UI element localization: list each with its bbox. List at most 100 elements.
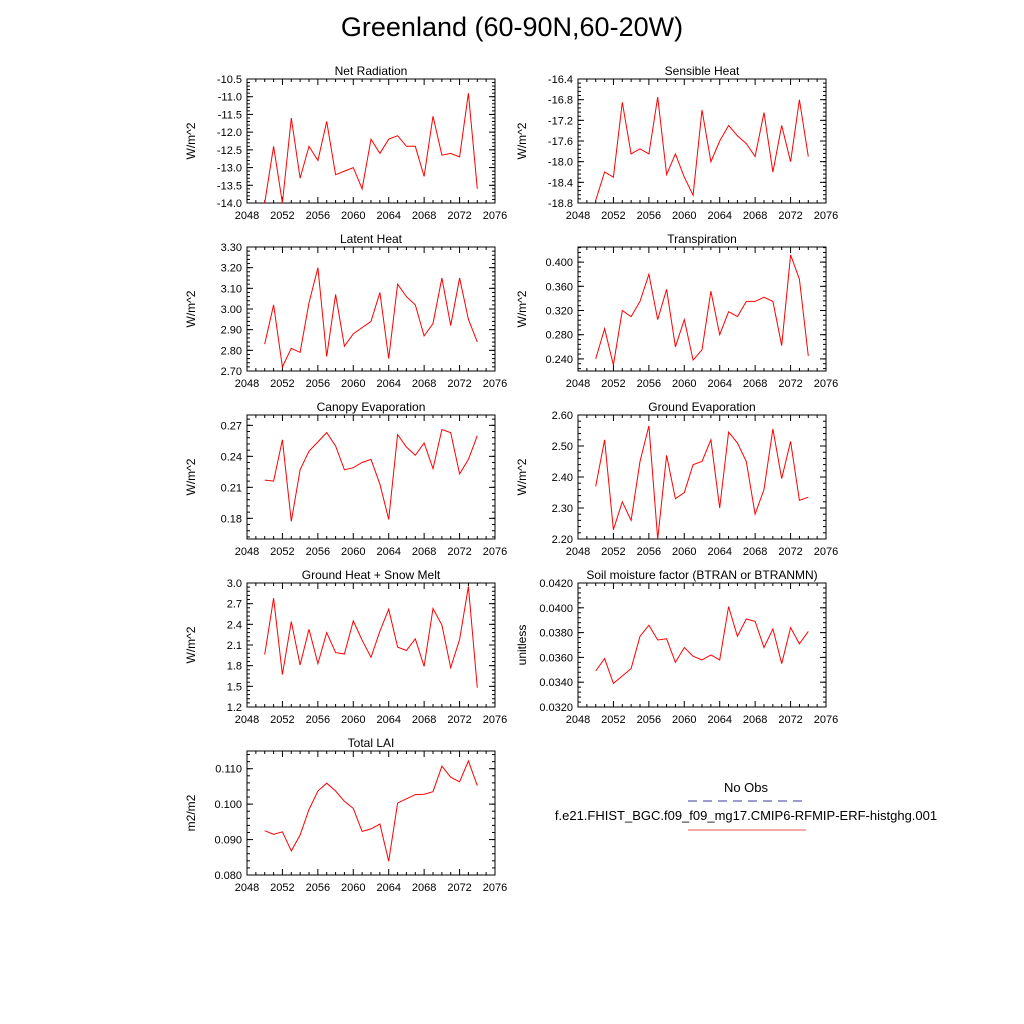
x-tick-label: 2060 <box>672 210 696 222</box>
panel-title-ground-evaporation: Ground Evaporation <box>648 400 755 414</box>
series-line-total-lai <box>264 759 478 862</box>
y-tick-label: 0.240 <box>545 354 573 366</box>
panel-sensible-heat: Sensible Heat 2048 2052 2056 2060 2064 2068 207… <box>515 64 838 222</box>
y-axis-label: W/m^2 <box>184 122 198 159</box>
plot-frame <box>577 414 827 540</box>
y-tick-label: 0.0420 <box>539 578 573 590</box>
x-tick-label: 2072 <box>447 546 471 558</box>
y-axis-label: unitless <box>515 625 529 666</box>
series-line-net-radiation <box>264 93 478 204</box>
y-axis-label: m2/m2 <box>184 794 198 831</box>
y-tick-label: 0.100 <box>214 799 242 811</box>
page-title: Greenland (60-90N,60-20W) <box>340 12 684 42</box>
y-tick-label: 0.320 <box>545 306 573 318</box>
y-tick-label: 3.00 <box>221 304 242 316</box>
y-axis-label: W/m^2 <box>515 122 529 159</box>
x-tick-label: 2056 <box>637 714 661 726</box>
y-tick-label: 2.90 <box>221 325 242 337</box>
x-tick-label: 2052 <box>270 210 294 222</box>
y-tick-label: 0.0320 <box>539 702 573 714</box>
y-tick-label: -14.0 <box>217 198 242 210</box>
y-tick-label: -17.6 <box>548 136 573 148</box>
x-tick-label: 2064 <box>707 210 731 222</box>
panel-canopy-evaporation: Canopy Evaporation 2048 2052 2056 2060 2064 20… <box>184 400 507 558</box>
y-tick-label: 1.5 <box>227 681 242 693</box>
x-tick-label: 2056 <box>637 378 661 390</box>
x-tick-label: 2056 <box>306 546 330 558</box>
y-axis-label: W/m^2 <box>184 290 198 327</box>
x-tick-label: 2072 <box>447 882 471 894</box>
x-tick-label: 2076 <box>814 546 838 558</box>
y-tick-label: -16.8 <box>548 95 573 107</box>
x-tick-label: 2068 <box>412 714 436 726</box>
x-tick-label: 2064 <box>376 378 400 390</box>
x-tick-label: 2052 <box>270 714 294 726</box>
x-tick-label: 2064 <box>707 714 731 726</box>
x-tick-label: 2056 <box>637 210 661 222</box>
y-tick-label: 0.21 <box>221 482 242 494</box>
x-tick-label: 2064 <box>707 378 731 390</box>
x-tick-label: 2076 <box>483 210 507 222</box>
x-tick-label: 2052 <box>270 882 294 894</box>
x-tick-label: 2076 <box>483 378 507 390</box>
panel-title-net-radiation: Net Radiation <box>335 64 408 78</box>
x-tick-label: 2060 <box>672 546 696 558</box>
y-tick-label: 0.0400 <box>539 603 573 615</box>
y-tick-label: -18.4 <box>548 177 573 189</box>
y-tick-label: 0.400 <box>545 257 573 269</box>
x-tick-label: 2068 <box>412 546 436 558</box>
x-tick-label: 2076 <box>814 714 838 726</box>
x-tick-label: 2072 <box>778 546 802 558</box>
x-tick-label: 2060 <box>672 378 696 390</box>
x-tick-label: 2060 <box>341 210 365 222</box>
x-tick-label: 2068 <box>743 210 767 222</box>
plot-frame <box>246 246 496 372</box>
x-tick-label: 2048 <box>566 210 590 222</box>
y-tick-label: 2.70 <box>221 366 242 378</box>
y-axis-label: W/m^2 <box>515 458 529 495</box>
y-tick-label: -12.5 <box>217 145 242 157</box>
x-tick-label: 2060 <box>341 546 365 558</box>
y-tick-label: 3.30 <box>221 242 242 254</box>
x-tick-label: 2056 <box>306 714 330 726</box>
y-tick-label: -13.0 <box>217 163 242 175</box>
y-tick-label: 3.20 <box>221 263 242 275</box>
x-tick-label: 2048 <box>566 714 590 726</box>
y-tick-label: -12.0 <box>217 127 242 139</box>
panel-ground-evaporation: Ground Evaporation 2048 2052 2056 2060 2064 20… <box>515 400 838 558</box>
y-tick-label: 0.0340 <box>539 677 573 689</box>
series-line-canopy-evaporation <box>264 428 478 522</box>
y-tick-label: 0.110 <box>215 764 242 776</box>
x-tick-label: 2068 <box>743 546 767 558</box>
y-tick-label: 0.18 <box>221 513 242 525</box>
panel-title-ground-heat-snow-melt: Ground Heat + Snow Melt <box>302 568 441 582</box>
x-tick-label: 2064 <box>376 714 400 726</box>
panel-soil-moisture-factor-btran-or-btranmn: Soil moisture factor (BTRAN or BTRANMN) 2… <box>515 568 838 726</box>
series-line-ground-heat-snow-melt <box>264 586 478 688</box>
panel-latent-heat: Latent Heat 2048 2052 2056 2060 2064 2068 2072 2… <box>184 232 507 390</box>
y-tick-label: 3.10 <box>221 283 242 295</box>
x-tick-label: 2052 <box>601 714 625 726</box>
panel-title-latent-heat: Latent Heat <box>340 232 403 246</box>
y-tick-label: 0.280 <box>545 330 573 342</box>
y-tick-label: 0.0360 <box>539 652 573 664</box>
x-tick-label: 2048 <box>566 378 590 390</box>
plot-frame <box>246 414 496 540</box>
panel-total-lai: Total LAI 2048 2052 2056 2060 2064 2068 2072 207… <box>184 736 507 894</box>
x-tick-label: 2052 <box>270 546 294 558</box>
x-tick-label: 2064 <box>376 546 400 558</box>
series-line-soil-moisture-factor-btran-or-btranmn <box>595 606 809 685</box>
y-tick-label: 0.27 <box>221 420 242 432</box>
x-tick-label: 2072 <box>447 210 471 222</box>
y-tick-label: -18.0 <box>548 157 573 169</box>
x-tick-label: 2048 <box>235 546 259 558</box>
y-tick-label: -18.8 <box>548 198 573 210</box>
series-line-latent-heat <box>264 267 478 369</box>
x-tick-label: 2076 <box>814 210 838 222</box>
y-axis-label: W/m^2 <box>184 458 198 495</box>
y-tick-label: -17.2 <box>548 115 573 127</box>
panel-transpiration: Transpiration 2048 2052 2056 2060 2064 2068 207… <box>515 232 838 390</box>
x-tick-label: 2068 <box>743 714 767 726</box>
x-tick-label: 2060 <box>341 714 365 726</box>
